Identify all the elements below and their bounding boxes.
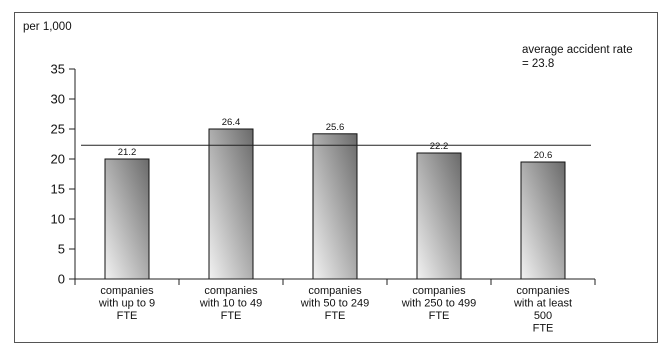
y-tick-label: 30 <box>51 92 65 107</box>
bar-value-label: 21.2 <box>118 147 137 158</box>
bar-value-label: 20.6 <box>534 150 553 161</box>
x-category-label: companies with at least 500 FTE <box>513 285 572 335</box>
x-category-label: companies with 10 to 49 FTE <box>199 285 262 322</box>
bar <box>104 158 150 280</box>
y-axis: 0 5 10 15 20 25 30 35 <box>51 62 76 287</box>
bar <box>520 161 566 280</box>
x-category-label: companies with 250 to 499 FTE <box>401 285 477 322</box>
y-tick-label: 0 <box>58 272 65 287</box>
bar-chart: per 1,000 0 5 10 15 20 25 30 35 21.2 26.4 25.6 22.… <box>23 21 633 335</box>
y-tick-label: 20 <box>51 152 65 167</box>
y-tick-label: 35 <box>51 62 65 77</box>
x-category-label: companies with up to 9 FTE <box>98 285 155 322</box>
bar-value-label: 25.6 <box>326 122 345 133</box>
bar-value-label: 26.4 <box>222 117 241 128</box>
y-tick-label: 5 <box>58 242 65 257</box>
bar <box>416 152 462 280</box>
y-tick-label: 25 <box>51 122 65 137</box>
chart-frame: per 1,000 0 5 10 15 20 25 30 35 21.2 26.4 25.6 22.… <box>14 12 658 343</box>
bars: 21.2 26.4 25.6 22.2 20.6 <box>104 117 566 280</box>
bar <box>208 128 254 280</box>
y-tick-label: 15 <box>51 182 65 197</box>
bar <box>312 133 358 280</box>
x-category-label: companies with 50 to 249 FTE <box>300 285 370 322</box>
average-line-group: average accident rate = 23.8 <box>81 44 633 146</box>
x-axis-labels: companies with up to 9 FTE companies with 10… <box>74 278 596 335</box>
bar-value-label: 22.2 <box>430 141 449 152</box>
y-unit-label: per 1,000 <box>23 21 72 33</box>
y-tick-label: 10 <box>51 212 65 227</box>
average-annotation: average accident rate = 23.8 <box>522 44 633 70</box>
